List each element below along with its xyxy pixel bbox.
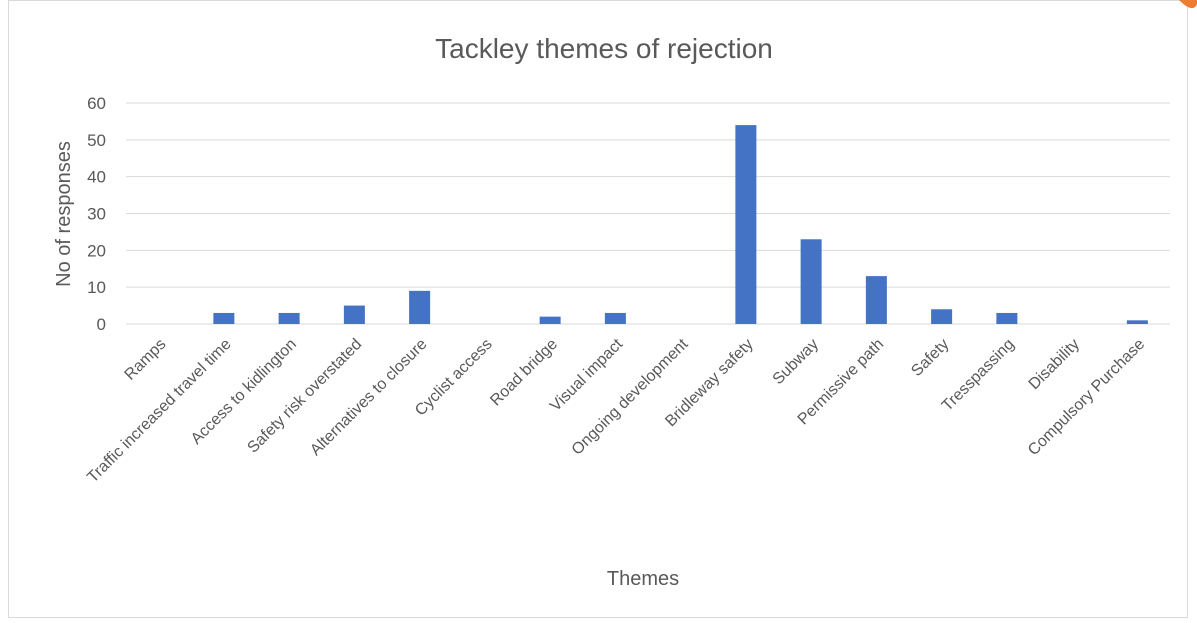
y-axis-label: No of responses bbox=[53, 141, 75, 287]
bar bbox=[865, 276, 887, 324]
x-tick-label: Safety bbox=[908, 336, 952, 380]
bar bbox=[539, 316, 561, 324]
y-tick-label: 40 bbox=[87, 168, 106, 187]
x-tick-label: Safety risk overstated bbox=[244, 336, 365, 457]
x-tick-label: Ongoing development bbox=[569, 335, 692, 458]
corner-accent-icon bbox=[1179, 0, 1197, 9]
chart-title: Tackley themes of rejection bbox=[435, 33, 773, 64]
bar bbox=[931, 309, 953, 324]
bar bbox=[735, 125, 757, 324]
x-tick-label: Alternatives to closure bbox=[307, 336, 430, 459]
x-tick-label: Road bridge bbox=[487, 336, 561, 410]
bar bbox=[343, 305, 365, 324]
x-axis-label: Themes bbox=[607, 568, 679, 590]
bar bbox=[604, 312, 626, 324]
bar bbox=[800, 239, 822, 324]
y-tick-label: 60 bbox=[87, 94, 106, 113]
bar bbox=[409, 290, 431, 324]
x-tick-label: Disability bbox=[1026, 336, 1083, 393]
y-tick-label: 10 bbox=[87, 278, 106, 297]
bar bbox=[213, 312, 235, 324]
y-tick-label: 20 bbox=[87, 241, 106, 260]
bar bbox=[996, 312, 1018, 324]
y-tick-label: 0 bbox=[97, 315, 106, 334]
x-tick-label: Subway bbox=[770, 336, 822, 388]
y-tick-label: 30 bbox=[87, 205, 106, 224]
gridlines bbox=[126, 102, 1170, 325]
bar bbox=[278, 312, 300, 324]
x-tick-label: Compulsory Purchase bbox=[1025, 336, 1148, 459]
y-axis-tick-labels: 0 10 20 30 40 50 60 bbox=[87, 94, 106, 334]
bars bbox=[213, 125, 1148, 324]
x-tick-label: Ramps bbox=[122, 336, 170, 384]
bar bbox=[1126, 320, 1148, 324]
y-tick-label: 50 bbox=[87, 131, 106, 150]
